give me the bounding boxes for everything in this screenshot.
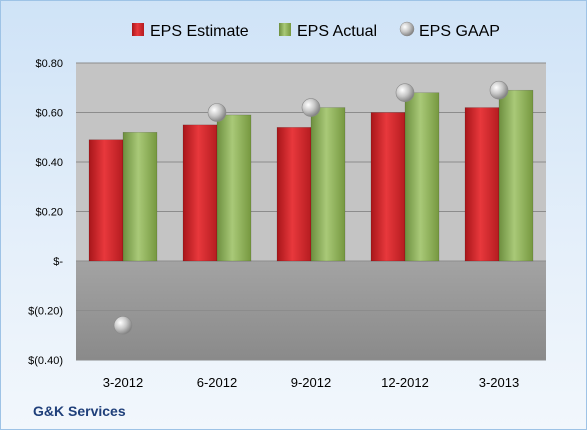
bar-eps-estimate <box>182 124 218 262</box>
marker-eps-gaap <box>113 316 133 335</box>
x-tick-label: 12-2012 <box>381 375 429 390</box>
bar-eps-actual <box>216 114 252 262</box>
bar-eps-estimate <box>370 112 406 262</box>
x-tick-label: 3-2012 <box>103 375 143 390</box>
marker-eps-gaap <box>489 80 509 100</box>
y-tick-label: $0.20 <box>35 207 63 219</box>
legend-eps-estimate-swatch <box>132 23 144 36</box>
x-tick-label: 6-2012 <box>197 375 237 390</box>
y-tick-label: $0.80 <box>35 58 63 70</box>
x-tick-label: 9-2012 <box>291 375 331 390</box>
marker-eps-gaap <box>395 83 415 102</box>
y-tick-label: $0.60 <box>35 108 63 120</box>
bar-eps-estimate <box>88 139 124 262</box>
company-name: G&K Services <box>33 403 126 419</box>
bar-eps-actual <box>310 107 346 262</box>
legend-eps-actual-swatch <box>279 23 291 36</box>
legend-eps-estimate-label: EPS Estimate <box>150 23 249 40</box>
bar-eps-estimate <box>276 127 312 262</box>
y-tick-label: $(0.40) <box>28 355 63 367</box>
x-tick-label: 3-2013 <box>479 375 519 390</box>
y-tick-label: $- <box>53 256 63 268</box>
y-tick-label: $0.40 <box>35 157 63 169</box>
marker-eps-gaap <box>207 103 227 122</box>
legend-eps-gaap-swatch <box>399 21 415 37</box>
legend-eps-gaap-label: EPS GAAP <box>419 23 500 40</box>
bar-eps-actual <box>498 89 534 262</box>
legend-eps-actual-label: EPS Actual <box>297 23 377 40</box>
marker-eps-gaap <box>301 98 321 117</box>
bar-eps-actual <box>404 92 440 262</box>
y-tick-label: $(0.20) <box>28 306 63 318</box>
bar-eps-estimate <box>464 107 500 262</box>
bar-eps-actual <box>122 132 158 262</box>
